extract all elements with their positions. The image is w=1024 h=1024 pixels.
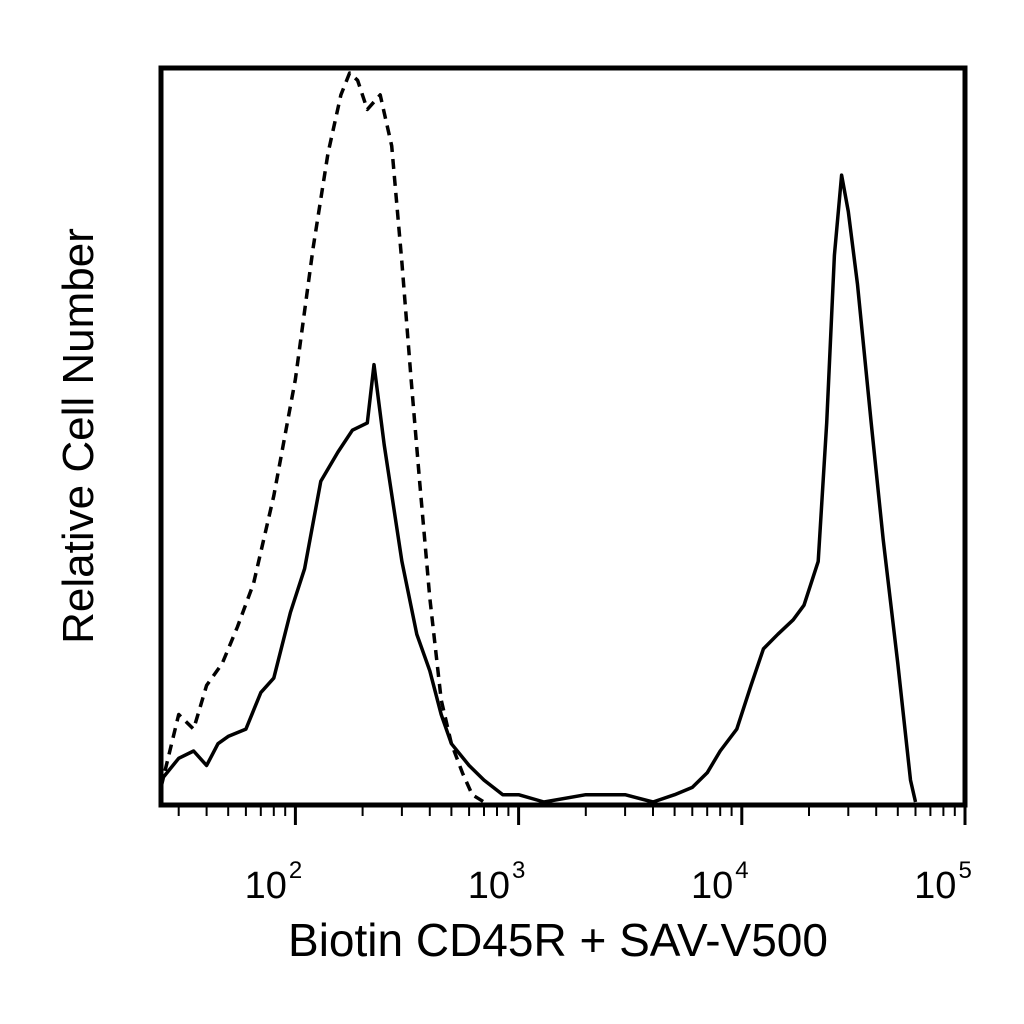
x-tick-label: 103 (468, 857, 526, 907)
series-line-dashed (159, 71, 485, 804)
x-axis-label: Biotin CD45R + SAV-V500 (288, 914, 828, 966)
x-tick-label: 105 (914, 857, 972, 907)
series-line-solid (159, 173, 918, 804)
series-layer (159, 71, 918, 804)
plot-frame (158, 65, 968, 808)
y-axis-label: Relative Cell Number (54, 228, 103, 644)
x-axis-tick-labels: 102 103 104 105 (245, 857, 972, 907)
x-tick-label: 102 (245, 857, 303, 907)
x-tick-label: 104 (691, 857, 749, 907)
x-axis-ticks (177, 807, 967, 825)
